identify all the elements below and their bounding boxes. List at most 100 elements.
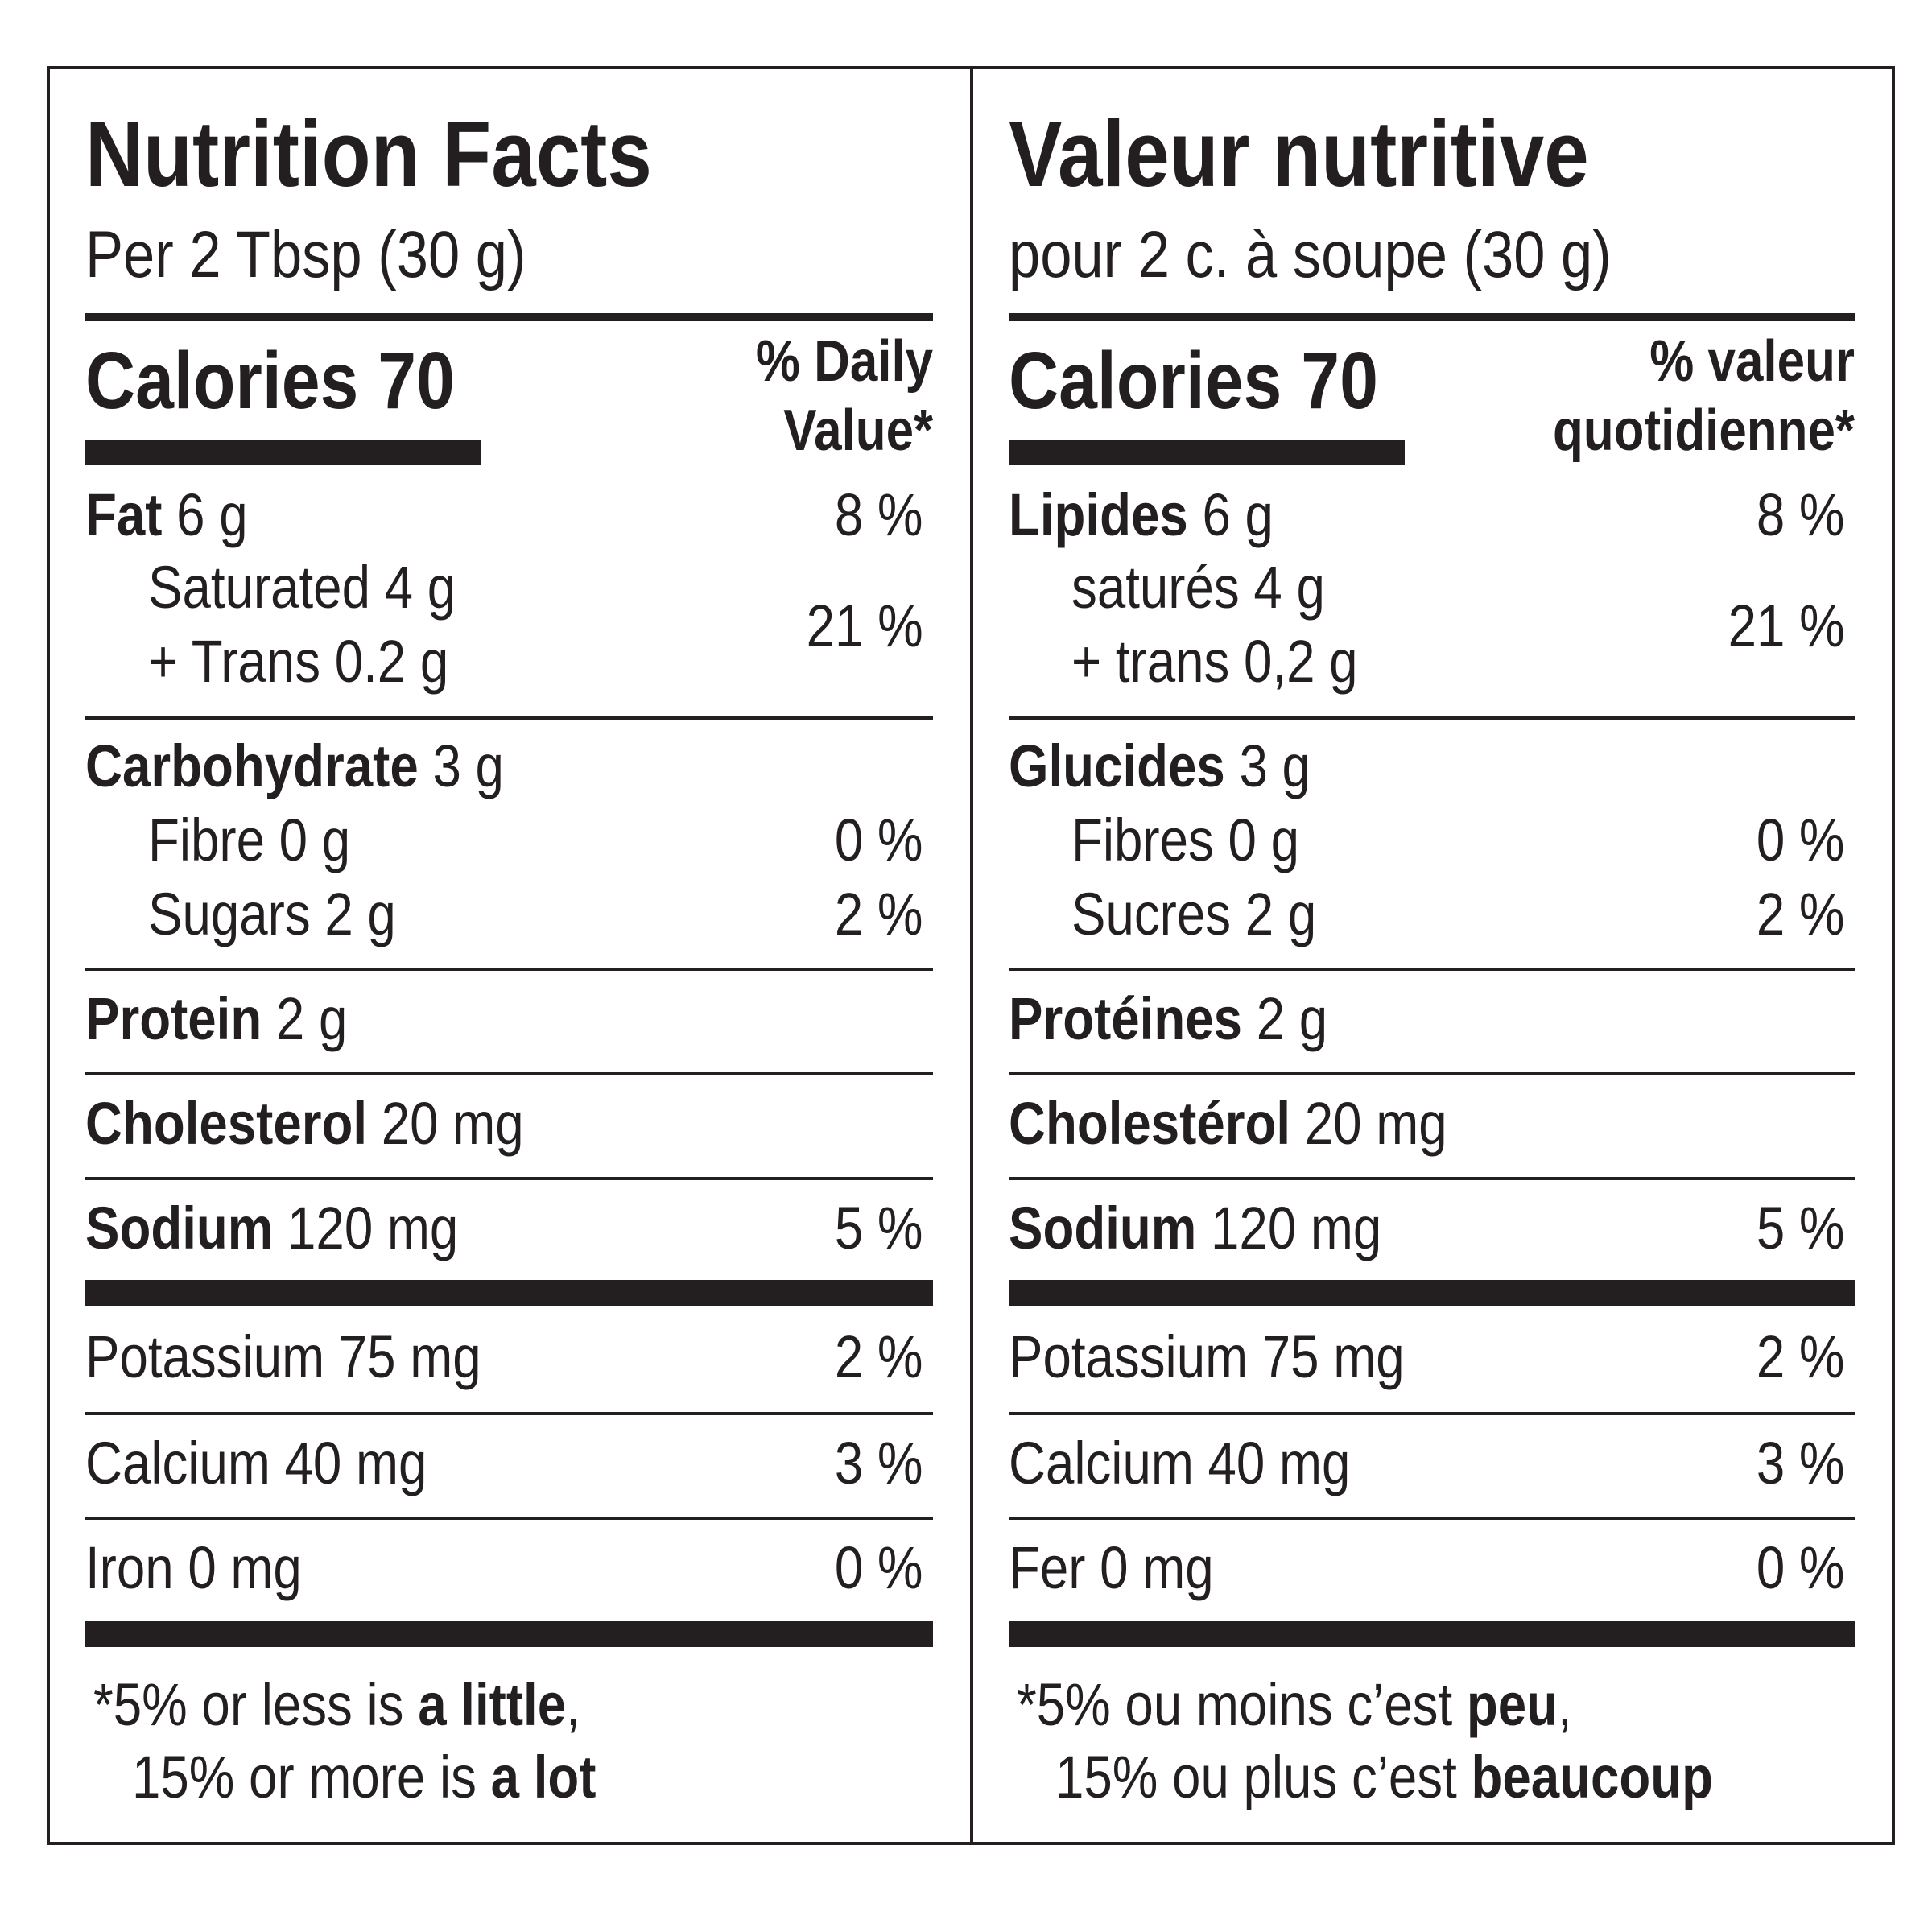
calories-underline-bar — [1009, 440, 1405, 465]
footnote-emphasis: peu — [1466, 1671, 1558, 1738]
sodium-amount: 120 mg — [287, 1195, 459, 1261]
daily-value-heading-line1: % Daily — [755, 329, 933, 394]
divider-rule — [1009, 1412, 1855, 1415]
footnote-text: 15% or more is — [132, 1744, 491, 1810]
serving-size: Per 2 Tbsp (30 g) — [85, 218, 526, 291]
nutrition-facts-panel-english: Nutrition Facts Per 2 Tbsp (30 g) Calori… — [47, 66, 972, 1845]
potassium-row: Potassium 75 mg — [85, 1323, 481, 1390]
fat-row: Lipides 6 g — [1009, 480, 1274, 551]
nutrition-facts-panel-french: Valeur nutritive pour 2 c. à soupe (30 g… — [972, 66, 1895, 1845]
thick-divider-bar — [1009, 1280, 1855, 1306]
divider-rule — [1009, 1072, 1855, 1075]
sodium-label: Sodium — [85, 1195, 274, 1261]
iron-percent: 0 % — [1757, 1534, 1845, 1601]
cholesterol-label: Cholesterol — [85, 1090, 368, 1157]
carbohydrate-amount: 3 g — [432, 733, 504, 799]
iron-row: Fer 0 mg — [1009, 1534, 1214, 1601]
fat-row: Fat 6 g — [85, 480, 248, 551]
protein-amount: 2 g — [1256, 985, 1328, 1052]
footnote-text: 15% ou plus c’est — [1055, 1744, 1472, 1810]
panel-title: Nutrition Facts — [85, 101, 652, 206]
divider-rule — [85, 1177, 933, 1180]
calcium-percent: 3 % — [1757, 1430, 1845, 1496]
calcium-percent: 3 % — [835, 1430, 923, 1496]
potassium-percent: 2 % — [1757, 1323, 1845, 1390]
sat-trans-percent: 21 % — [806, 592, 923, 659]
cholesterol-label: Cholestérol — [1009, 1090, 1291, 1157]
serving-size: pour 2 c. à soupe (30 g) — [1009, 218, 1612, 291]
sat-trans-percent: 21 % — [1728, 592, 1845, 659]
carbohydrate-label: Carbohydrate — [85, 733, 419, 799]
potassium-percent: 2 % — [835, 1323, 923, 1390]
footnote-emphasis: a lot — [490, 1744, 597, 1810]
footnote-text: , — [1558, 1671, 1572, 1738]
calories-underline-bar — [85, 440, 481, 465]
trans-row: + trans 0,2 g — [1071, 628, 1358, 695]
sodium-percent: 5 % — [1757, 1195, 1845, 1261]
fibre-percent: 0 % — [835, 807, 923, 873]
fibre-percent: 0 % — [1757, 807, 1845, 873]
fat-percent: 8 % — [835, 481, 923, 548]
footnote-emphasis: a little — [418, 1671, 567, 1738]
daily-value-heading: % valeur quotidienne* — [1553, 327, 1855, 466]
daily-value-heading-line2: Value* — [783, 398, 933, 464]
sugars-percent: 2 % — [1757, 881, 1845, 947]
thick-divider-bar — [85, 1280, 933, 1306]
carbohydrate-row: Glucides 3 g — [1009, 731, 1311, 803]
protein-amount: 2 g — [275, 985, 348, 1052]
sugars-percent: 2 % — [835, 881, 923, 947]
panel-title: Valeur nutritive — [1009, 101, 1589, 206]
cholesterol-row: Cholesterol 20 mg — [85, 1088, 524, 1160]
carbohydrate-label: Glucides — [1009, 733, 1225, 799]
calcium-row: Calcium 40 mg — [1009, 1430, 1351, 1496]
divider-rule — [1009, 1517, 1855, 1520]
saturated-row: saturés 4 g — [1071, 554, 1325, 621]
sodium-row: Sodium 120 mg — [85, 1193, 458, 1265]
carbohydrate-row: Carbohydrate 3 g — [85, 731, 504, 803]
iron-row: Iron 0 mg — [85, 1534, 302, 1601]
sodium-amount: 120 mg — [1211, 1195, 1382, 1261]
daily-value-heading-line1: % valeur — [1649, 329, 1855, 394]
carbohydrate-amount: 3 g — [1239, 733, 1311, 799]
trans-row: + Trans 0.2 g — [148, 628, 449, 695]
divider-rule — [85, 1072, 933, 1075]
sodium-row: Sodium 120 mg — [1009, 1193, 1381, 1265]
footnote-line-2: 15% or more is a lot — [132, 1742, 596, 1814]
footnote-text: , — [566, 1671, 580, 1738]
sugars-row: Sugars 2 g — [148, 881, 396, 947]
thick-divider-bar — [1009, 1621, 1855, 1647]
cholesterol-row: Cholestérol 20 mg — [1009, 1088, 1447, 1160]
protein-label: Protein — [85, 985, 262, 1052]
divider-rule — [85, 1517, 933, 1520]
sugars-row: Sucres 2 g — [1071, 881, 1317, 947]
potassium-row: Potassium 75 mg — [1009, 1323, 1405, 1390]
daily-value-heading-line2: quotidienne* — [1553, 398, 1855, 464]
footnote-text: *5% ou moins c’est — [1017, 1671, 1467, 1738]
divider-rule — [1009, 313, 1855, 321]
fat-label: Fat — [85, 481, 163, 548]
protein-row: Protéines 2 g — [1009, 984, 1327, 1055]
calories-heading: Calories 70 — [85, 336, 455, 426]
calcium-row: Calcium 40 mg — [85, 1430, 427, 1496]
iron-percent: 0 % — [835, 1534, 923, 1601]
footnote-emphasis: beaucoup — [1471, 1744, 1714, 1810]
calories-heading: Calories 70 — [1009, 336, 1378, 426]
fibre-row: Fibres 0 g — [1071, 807, 1299, 873]
divider-rule — [85, 1412, 933, 1415]
cholesterol-amount: 20 mg — [1304, 1090, 1447, 1157]
divider-rule — [85, 716, 933, 720]
footnote-line-1: *5% or less is a little, — [93, 1670, 580, 1741]
cholesterol-amount: 20 mg — [381, 1090, 524, 1157]
sodium-label: Sodium — [1009, 1195, 1197, 1261]
divider-rule — [1009, 1177, 1855, 1180]
divider-rule — [85, 968, 933, 971]
footnote-line-2: 15% ou plus c’est beaucoup — [1055, 1742, 1713, 1814]
divider-rule — [1009, 968, 1855, 971]
divider-rule — [85, 313, 933, 321]
fat-label: Lipides — [1009, 481, 1188, 548]
sodium-percent: 5 % — [835, 1195, 923, 1261]
fibre-row: Fibre 0 g — [148, 807, 351, 873]
protein-row: Protein 2 g — [85, 984, 347, 1055]
divider-rule — [1009, 716, 1855, 720]
thick-divider-bar — [85, 1621, 933, 1647]
